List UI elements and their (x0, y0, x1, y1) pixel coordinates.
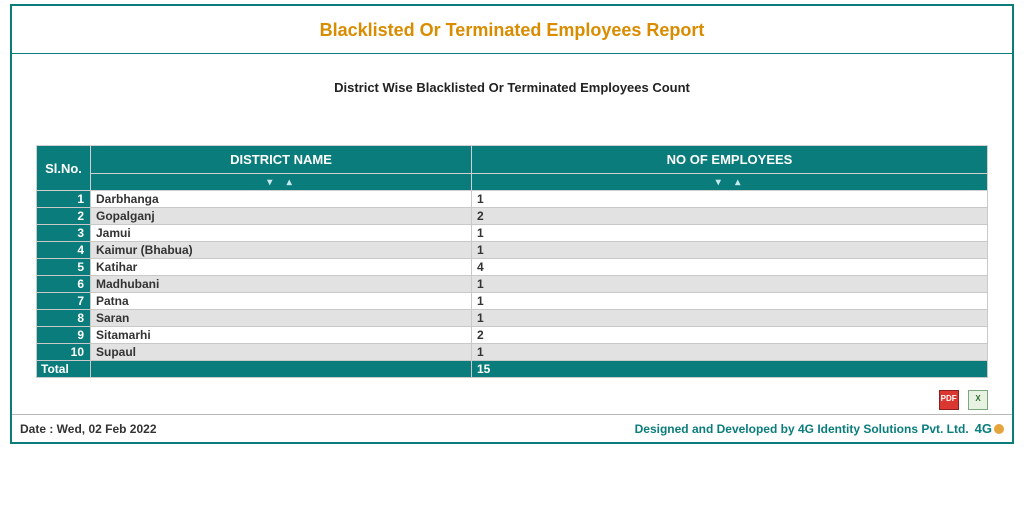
cell-district: Saran (91, 310, 472, 327)
cell-count: 1 (472, 293, 988, 310)
xls-export-icon[interactable]: X (968, 390, 988, 410)
cell-count: 1 (472, 310, 988, 327)
sort-icon: ▾ ▴ (267, 177, 295, 188)
title-bar: Blacklisted Or Terminated Employees Repo… (12, 6, 1012, 53)
total-value: 15 (472, 361, 988, 378)
cell-slno: 9 (37, 327, 91, 344)
cell-slno: 7 (37, 293, 91, 310)
logo-ball-icon (994, 424, 1004, 434)
export-row: PDF X (12, 384, 1012, 414)
table-row: 9Sitamarhi2 (37, 327, 988, 344)
table-row: 7Patna1 (37, 293, 988, 310)
footer: Date : Wed, 02 Feb 2022 Designed and Dev… (12, 414, 1012, 442)
cell-district: Darbhanga (91, 191, 472, 208)
report-frame: Blacklisted Or Terminated Employees Repo… (10, 4, 1014, 444)
footer-credit-wrap: Designed and Developed by 4G Identity So… (635, 421, 1004, 436)
cell-district: Patna (91, 293, 472, 310)
cell-district: Sitamarhi (91, 327, 472, 344)
cell-district: Katihar (91, 259, 472, 276)
cell-count: 1 (472, 276, 988, 293)
table-row: 2Gopalganj2 (37, 208, 988, 225)
cell-count: 1 (472, 191, 988, 208)
col-header-count[interactable]: NO OF EMPLOYEES (472, 146, 988, 174)
table-row: 8Saran1 (37, 310, 988, 327)
footer-credit: Designed and Developed by 4G Identity So… (635, 422, 969, 436)
table-row: 5Katihar4 (37, 259, 988, 276)
report-title: Blacklisted Or Terminated Employees Repo… (12, 20, 1012, 41)
cell-slno: 6 (37, 276, 91, 293)
logo-text: 4G (975, 421, 992, 436)
total-label: Total (37, 361, 91, 378)
logo-4g: 4G (975, 421, 1004, 436)
table-row: 10Supaul1 (37, 344, 988, 361)
total-spacer (91, 361, 472, 378)
cell-count: 1 (472, 242, 988, 259)
col-header-district[interactable]: DISTRICT NAME (91, 146, 472, 174)
table-row: 1Darbhanga1 (37, 191, 988, 208)
table-row: 4Kaimur (Bhabua)1 (37, 242, 988, 259)
cell-district: Gopalganj (91, 208, 472, 225)
cell-district: Madhubani (91, 276, 472, 293)
cell-count: 2 (472, 208, 988, 225)
table-row: 6Madhubani1 (37, 276, 988, 293)
cell-slno: 3 (37, 225, 91, 242)
cell-slno: 8 (37, 310, 91, 327)
cell-slno: 5 (37, 259, 91, 276)
table-row: 3Jamui1 (37, 225, 988, 242)
report-table: Sl.No. DISTRICT NAME NO OF EMPLOYEES ▾ ▴… (36, 145, 988, 378)
pdf-export-icon[interactable]: PDF (939, 390, 959, 410)
cell-district: Supaul (91, 344, 472, 361)
table-total-row: Total 15 (37, 361, 988, 378)
cell-district: Kaimur (Bhabua) (91, 242, 472, 259)
table-body: 1Darbhanga12Gopalganj23Jamui14Kaimur (Bh… (37, 191, 988, 378)
cell-count: 1 (472, 225, 988, 242)
cell-count: 4 (472, 259, 988, 276)
cell-slno: 1 (37, 191, 91, 208)
table-container: Sl.No. DISTRICT NAME NO OF EMPLOYEES ▾ ▴… (12, 105, 1012, 384)
cell-slno: 2 (37, 208, 91, 225)
cell-district: Jamui (91, 225, 472, 242)
footer-date: Date : Wed, 02 Feb 2022 (20, 422, 157, 436)
cell-count: 2 (472, 327, 988, 344)
cell-slno: 4 (37, 242, 91, 259)
cell-slno: 10 (37, 344, 91, 361)
col-header-slno[interactable]: Sl.No. (37, 146, 91, 191)
cell-count: 1 (472, 344, 988, 361)
sort-count[interactable]: ▾ ▴ (472, 174, 988, 191)
report-subtitle: District Wise Blacklisted Or Terminated … (12, 54, 1012, 105)
sort-district[interactable]: ▾ ▴ (91, 174, 472, 191)
sort-icon: ▾ ▴ (716, 177, 744, 188)
